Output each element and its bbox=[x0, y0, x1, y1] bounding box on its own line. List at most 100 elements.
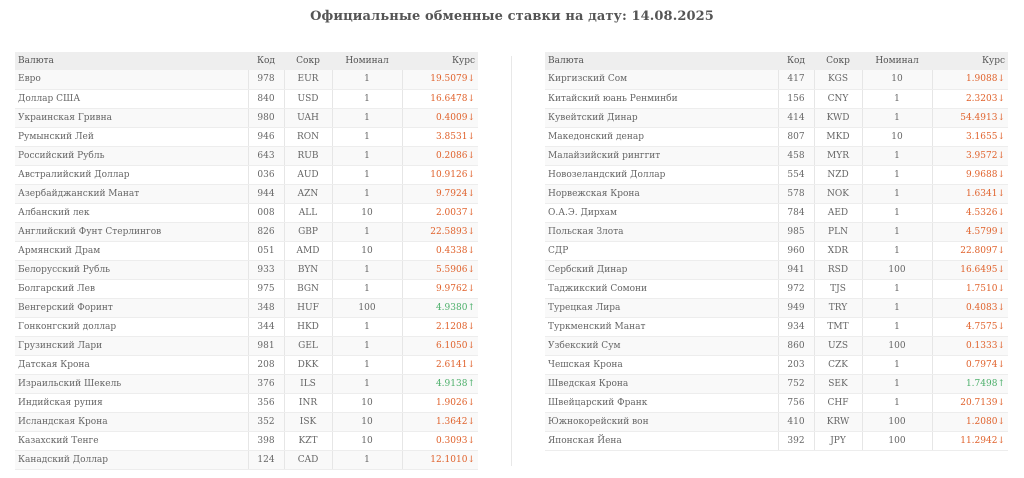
rate-value: 1.6341↓ bbox=[965, 188, 1005, 199]
rate-value: 2.6141↓ bbox=[435, 360, 475, 371]
currency-rate-cell: 22.5893↓ bbox=[401, 222, 478, 242]
rate-value: 16.6478↓ bbox=[430, 93, 475, 104]
currency-code-cell: 578 bbox=[777, 184, 814, 204]
rate-value: 0.4083↓ bbox=[965, 303, 1005, 314]
currency-rate-cell: 4.9380↑ bbox=[401, 298, 478, 319]
currency-abbr-cell: KWD bbox=[813, 108, 862, 128]
currency-nominal-cell: 100 bbox=[861, 260, 932, 281]
currency-code-cell: 949 bbox=[777, 298, 814, 319]
rate-value: 3.9572↓ bbox=[965, 150, 1005, 161]
currency-name-cell: Украинская Гривна bbox=[15, 108, 248, 128]
currency-rate-cell: 12.1010↓ bbox=[401, 450, 478, 471]
column-header-currency: Валюта bbox=[545, 52, 778, 70]
rates-table-right: Валюта Код Сокр Номинал Курс Киргизский … bbox=[545, 52, 1008, 452]
table-row: Венгерский Форинт 348 HUF 100 4.9380↑ bbox=[15, 298, 478, 319]
rate-value: 0.4338↓ bbox=[435, 245, 475, 256]
column-divider bbox=[511, 56, 512, 466]
currency-name-cell: Киргизский Сом bbox=[545, 70, 778, 90]
currency-nominal-cell: 1 bbox=[331, 374, 402, 395]
rate-value: 3.8531↓ bbox=[435, 131, 475, 142]
currency-nominal-cell: 10 bbox=[331, 241, 402, 261]
rate-value: 1.9088↓ bbox=[965, 74, 1005, 85]
rate-value: 22.5893↓ bbox=[430, 226, 475, 237]
currency-nominal-cell: 100 bbox=[861, 412, 932, 433]
currency-abbr-cell: INR bbox=[283, 393, 332, 414]
table-row: Китайский юань Ренминби 156 CNY 1 2.3203↓ bbox=[545, 89, 1008, 109]
currency-nominal-cell: 1 bbox=[331, 336, 402, 357]
rate-value: 2.1208↓ bbox=[435, 322, 475, 333]
currency-nominal-cell: 1 bbox=[331, 222, 402, 242]
table-row: Датская Крона 208 DKK 1 2.6141↓ bbox=[15, 355, 478, 376]
rate-value: 12.1010↓ bbox=[430, 455, 475, 466]
currency-abbr-cell: KZT bbox=[283, 431, 332, 452]
column-header-rate: Курс bbox=[402, 52, 478, 70]
currency-nominal-cell: 10 bbox=[331, 431, 402, 452]
currency-nominal-cell: 100 bbox=[861, 431, 932, 452]
currency-name-cell: Китайский юань Ренминби bbox=[545, 89, 778, 109]
table-row: Киргизский Сом 417 KGS 10 1.9088↓ bbox=[545, 70, 1008, 90]
currency-code-cell: 643 bbox=[247, 146, 284, 166]
currency-abbr-cell: GEL bbox=[283, 336, 332, 357]
currency-code-cell: 458 bbox=[777, 146, 814, 166]
table-header-row: Валюта Код Сокр Номинал Курс bbox=[15, 52, 478, 70]
table-row: СДР 960 XDR 1 22.8097↓ bbox=[545, 241, 1008, 261]
rates-table-left: Валюта Код Сокр Номинал Курс Евро 978 EUR 1… bbox=[15, 52, 478, 471]
rate-value: 4.5326↓ bbox=[965, 207, 1005, 218]
currency-nominal-cell: 10 bbox=[331, 393, 402, 414]
rate-value: 2.0037↓ bbox=[435, 207, 475, 218]
currency-code-cell: 344 bbox=[247, 317, 284, 338]
table-row: Малайзийский ринггит 458 MYR 1 3.9572↓ bbox=[545, 146, 1008, 166]
currency-name-cell: Грузинский Лари bbox=[15, 336, 248, 357]
table-row: Сербский Динар 941 RSD 100 16.6495↓ bbox=[545, 260, 1008, 281]
currency-rate-cell: 54.4913↓ bbox=[931, 108, 1008, 128]
currency-abbr-cell: KGS bbox=[813, 70, 862, 90]
currency-abbr-cell: ILS bbox=[283, 374, 332, 395]
currency-abbr-cell: CZK bbox=[813, 355, 862, 376]
currency-rate-cell: 3.9572↓ bbox=[931, 146, 1008, 166]
currency-code-cell: 414 bbox=[777, 108, 814, 128]
currency-rate-cell: 0.1333↓ bbox=[931, 336, 1008, 357]
currency-nominal-cell: 10 bbox=[861, 127, 932, 147]
currency-name-cell: Исландская Крона bbox=[15, 412, 248, 433]
currency-rate-cell: 1.3642↓ bbox=[401, 412, 478, 433]
currency-code-cell: 860 bbox=[777, 336, 814, 357]
table-row: Польская Злота 985 PLN 1 4.5799↓ bbox=[545, 222, 1008, 242]
currency-name-cell: Южнокорейский вон bbox=[545, 412, 778, 433]
currency-abbr-cell: TRY bbox=[813, 298, 862, 319]
currency-name-cell: Болгарский Лев bbox=[15, 279, 248, 300]
currency-name-cell: Новозеландский Доллар bbox=[545, 165, 778, 185]
rate-value: 4.9380↑ bbox=[435, 303, 475, 314]
table-row: Таджикский Сомони 972 TJS 1 1.7510↓ bbox=[545, 279, 1008, 300]
currency-nominal-cell: 10 bbox=[861, 70, 932, 90]
currency-name-cell: О.А.Э. Дирхам bbox=[545, 203, 778, 223]
currency-code-cell: 756 bbox=[777, 393, 814, 414]
currency-abbr-cell: SEK bbox=[813, 374, 862, 395]
currency-code-cell: 934 bbox=[777, 317, 814, 338]
column-header-rate: Курс bbox=[932, 52, 1008, 70]
currency-abbr-cell: EUR bbox=[283, 70, 332, 90]
currency-code-cell: 356 bbox=[247, 393, 284, 414]
rate-value: 0.3093↓ bbox=[435, 436, 475, 447]
currency-name-cell: Венгерский Форинт bbox=[15, 298, 248, 319]
currency-name-cell: Малайзийский ринггит bbox=[545, 146, 778, 166]
currency-name-cell: Белорусский Рубль bbox=[15, 260, 248, 281]
table-row: Израильский Шекель 376 ILS 1 4.9138↑ bbox=[15, 374, 478, 395]
currency-rate-cell: 0.2086↓ bbox=[401, 146, 478, 166]
rate-value: 1.2080↓ bbox=[965, 417, 1005, 428]
currency-abbr-cell: KRW bbox=[813, 412, 862, 433]
currency-nominal-cell: 1 bbox=[331, 355, 402, 376]
currency-name-cell: Польская Злота bbox=[545, 222, 778, 242]
currency-rate-cell: 4.7575↓ bbox=[931, 317, 1008, 338]
rate-value: 9.7924↓ bbox=[435, 188, 475, 199]
currency-rate-cell: 0.3093↓ bbox=[401, 431, 478, 452]
currency-nominal-cell: 1 bbox=[331, 184, 402, 204]
currency-name-cell: Индийская рупия bbox=[15, 393, 248, 414]
currency-rate-cell: 0.4009↓ bbox=[401, 108, 478, 128]
currency-abbr-cell: CNY bbox=[813, 89, 862, 109]
currency-name-cell: Албанский лек bbox=[15, 203, 248, 223]
table-row: Болгарский Лев 975 BGN 1 9.9762↓ bbox=[15, 279, 478, 300]
currency-name-cell: Туркменский Манат bbox=[545, 317, 778, 338]
table-row: Шведская Крона 752 SEK 1 1.7498↑ bbox=[545, 374, 1008, 395]
currency-nominal-cell: 1 bbox=[861, 279, 932, 300]
table-row: Евро 978 EUR 1 19.5079↓ bbox=[15, 70, 478, 90]
